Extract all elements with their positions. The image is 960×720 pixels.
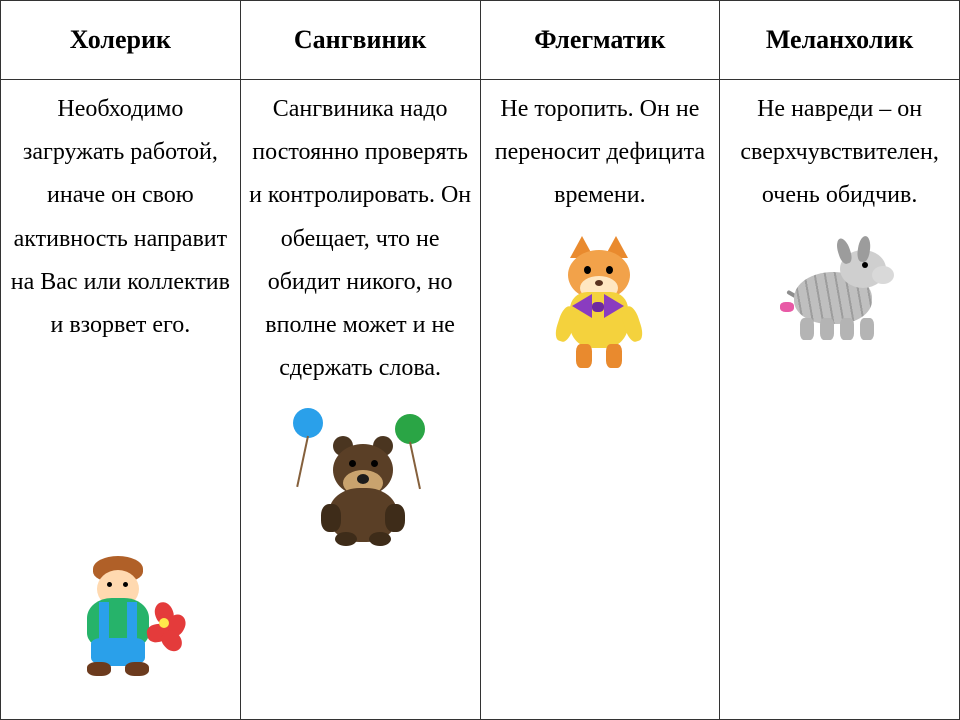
cell-inner: Не торопить. Он не переносит дефицита вр… (487, 88, 714, 711)
cell-sanguine: Сангвиника надо постоянно проверять и ко… (240, 80, 480, 720)
eeyore-donkey-icon (780, 236, 900, 361)
table-body-row: Необходимо загружать работой, иначе он с… (1, 80, 960, 720)
cell-phlegmatic: Не торопить. Он не переносит дефицита вр… (480, 80, 720, 720)
temperament-table: Холерик Сангвиник Флегматик Меланхолик Н… (0, 0, 960, 720)
table-header-row: Холерик Сангвиник Флегматик Меланхолик (1, 1, 960, 80)
choleric-description: Необходимо загружать работой, иначе он с… (7, 88, 234, 347)
col-header-sanguine: Сангвиник (240, 1, 480, 80)
cell-inner: Сангвиника надо постоянно проверять и ко… (247, 88, 474, 711)
col-header-phlegmatic: Флегматик (480, 1, 720, 80)
sanguine-description: Сангвиника надо постоянно проверять и ко… (247, 88, 474, 390)
cell-choleric: Необходимо загружать работой, иначе он с… (1, 80, 241, 720)
cell-inner: Необходимо загружать работой, иначе он с… (7, 88, 234, 711)
melancholic-description: Не навреди – он сверхчувствителен, очень… (726, 88, 953, 218)
cell-inner: Не навреди – он сверхчувствителен, очень… (726, 88, 953, 711)
leopold-cat-icon (540, 236, 660, 391)
col-header-choleric: Холерик (1, 1, 241, 80)
winnie-pooh-icon (285, 408, 435, 563)
phlegmatic-description: Не торопить. Он не переносит дефицита вр… (487, 88, 714, 218)
cell-melancholic: Не навреди – он сверхчувствителен, очень… (720, 80, 960, 720)
col-header-melancholic: Меланхолик (720, 1, 960, 80)
karlson-icon (65, 556, 175, 701)
